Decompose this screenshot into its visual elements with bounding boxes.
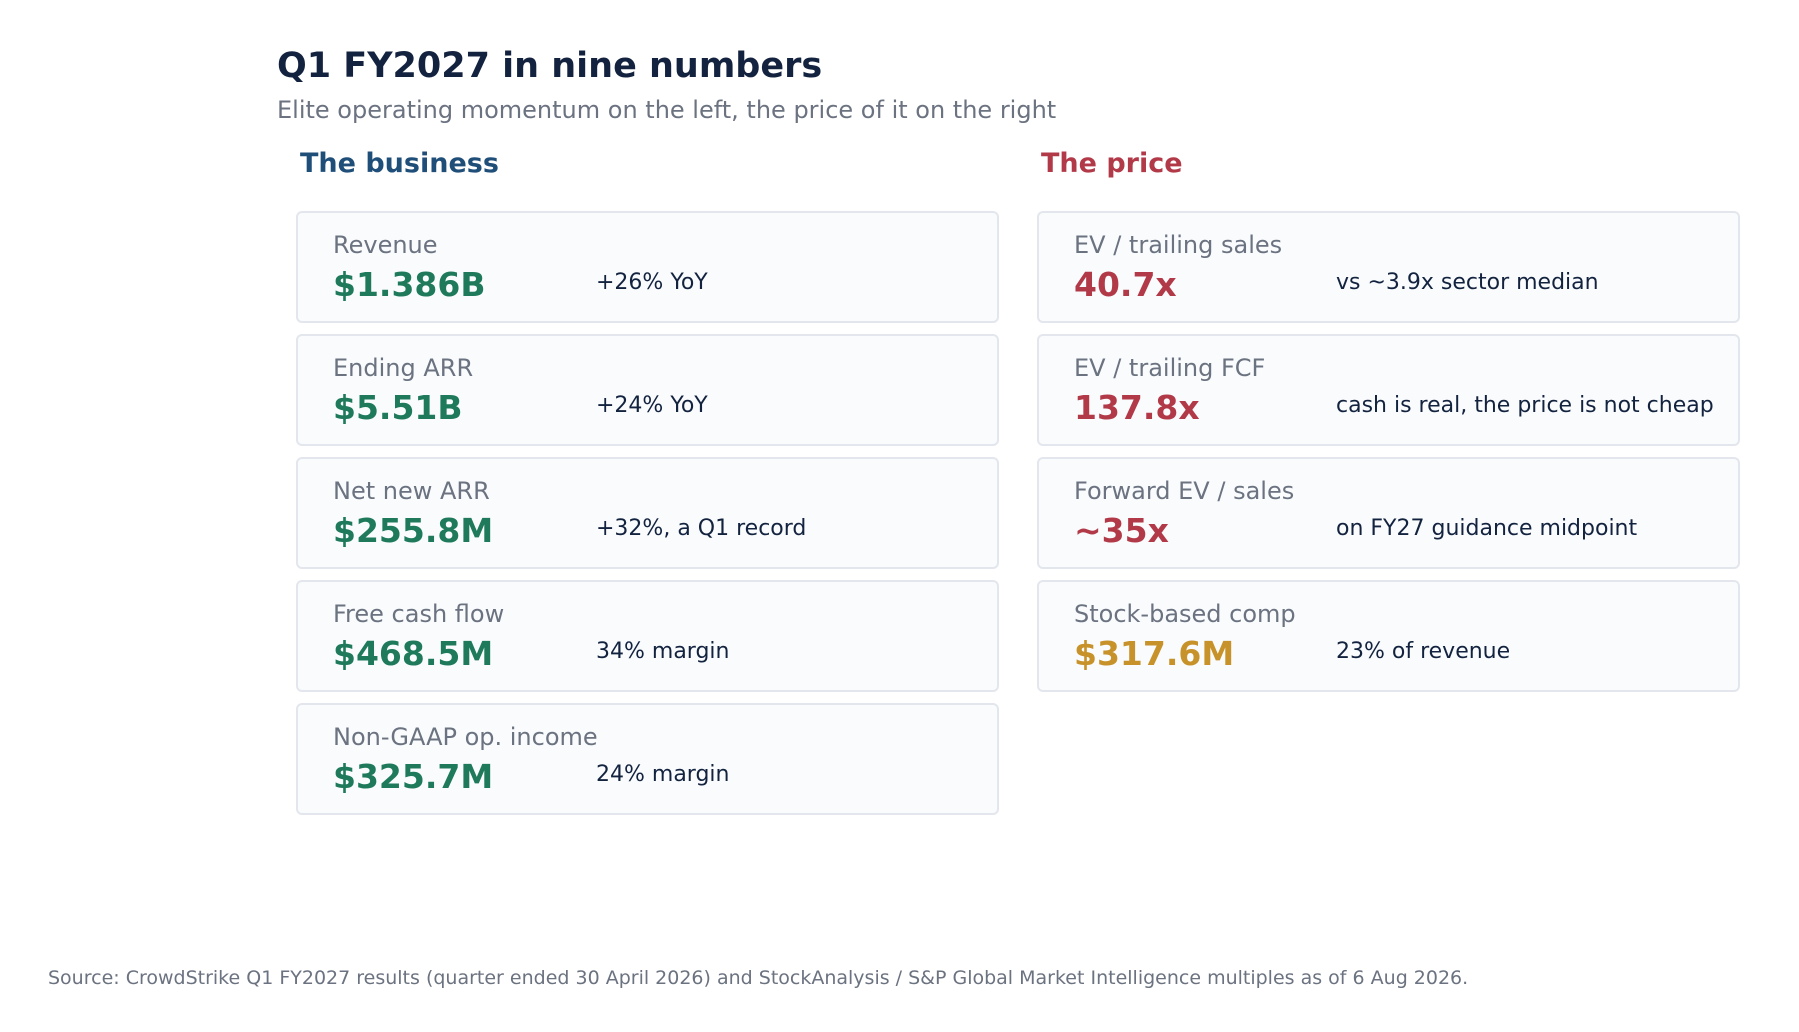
metric-card-ev-trailing-sales: EV / trailing sales 40.7x vs ~3.9x secto… [1037, 211, 1740, 323]
page-subtitle: Elite operating momentum on the left, th… [277, 96, 1057, 124]
metric-card-stock-based-comp: Stock-based comp $317.6M 23% of revenue [1037, 580, 1740, 692]
metric-note: 23% of revenue [1336, 639, 1511, 664]
metric-label: Free cash flow [333, 600, 505, 628]
metric-value: $5.51B [333, 388, 463, 427]
metric-label: Forward EV / sales [1074, 477, 1295, 505]
metric-note: 34% margin [596, 639, 730, 664]
metric-note: +26% YoY [596, 270, 708, 295]
metric-value: $1.386B [333, 265, 486, 304]
metric-card-forward-ev-sales: Forward EV / sales ~35x on FY27 guidance… [1037, 457, 1740, 569]
business-column: Revenue $1.386B +26% YoY Ending ARR $5.5… [296, 211, 999, 826]
page-title: Q1 FY2027 in nine numbers [277, 46, 823, 86]
metric-value: $325.7M [333, 757, 494, 796]
metric-note: +32%, a Q1 record [596, 516, 807, 541]
metric-label: Stock-based comp [1074, 600, 1296, 628]
metric-value: ~35x [1074, 511, 1169, 550]
metric-note: vs ~3.9x sector median [1336, 270, 1599, 295]
metric-label: Ending ARR [333, 354, 474, 382]
metric-card-ending-arr: Ending ARR $5.51B +24% YoY [296, 334, 999, 446]
metric-value: $317.6M [1074, 634, 1235, 673]
metric-label: Net new ARR [333, 477, 490, 505]
metric-note: +24% YoY [596, 393, 708, 418]
metric-note: cash is real, the price is not cheap [1336, 393, 1714, 418]
metric-label: EV / trailing FCF [1074, 354, 1266, 382]
metric-label: Non-GAAP op. income [333, 723, 598, 751]
metric-note: on FY27 guidance midpoint [1336, 516, 1638, 541]
business-column-heading: The business [300, 148, 499, 179]
metric-card-revenue: Revenue $1.386B +26% YoY [296, 211, 999, 323]
price-column: EV / trailing sales 40.7x vs ~3.9x secto… [1037, 211, 1740, 703]
metric-value: $255.8M [333, 511, 494, 550]
metric-card-ev-trailing-fcf: EV / trailing FCF 137.8x cash is real, t… [1037, 334, 1740, 446]
metric-value: $468.5M [333, 634, 494, 673]
price-column-heading: The price [1041, 148, 1183, 179]
metric-label: Revenue [333, 231, 438, 259]
metric-note: 24% margin [596, 762, 730, 787]
metric-card-free-cash-flow: Free cash flow $468.5M 34% margin [296, 580, 999, 692]
metric-value: 40.7x [1074, 265, 1177, 304]
metric-value: 137.8x [1074, 388, 1200, 427]
source-note: Source: CrowdStrike Q1 FY2027 results (q… [48, 967, 1469, 989]
metric-label: EV / trailing sales [1074, 231, 1283, 259]
metric-card-net-new-arr: Net new ARR $255.8M +32%, a Q1 record [296, 457, 999, 569]
metric-card-non-gaap-op-income: Non-GAAP op. income $325.7M 24% margin [296, 703, 999, 815]
